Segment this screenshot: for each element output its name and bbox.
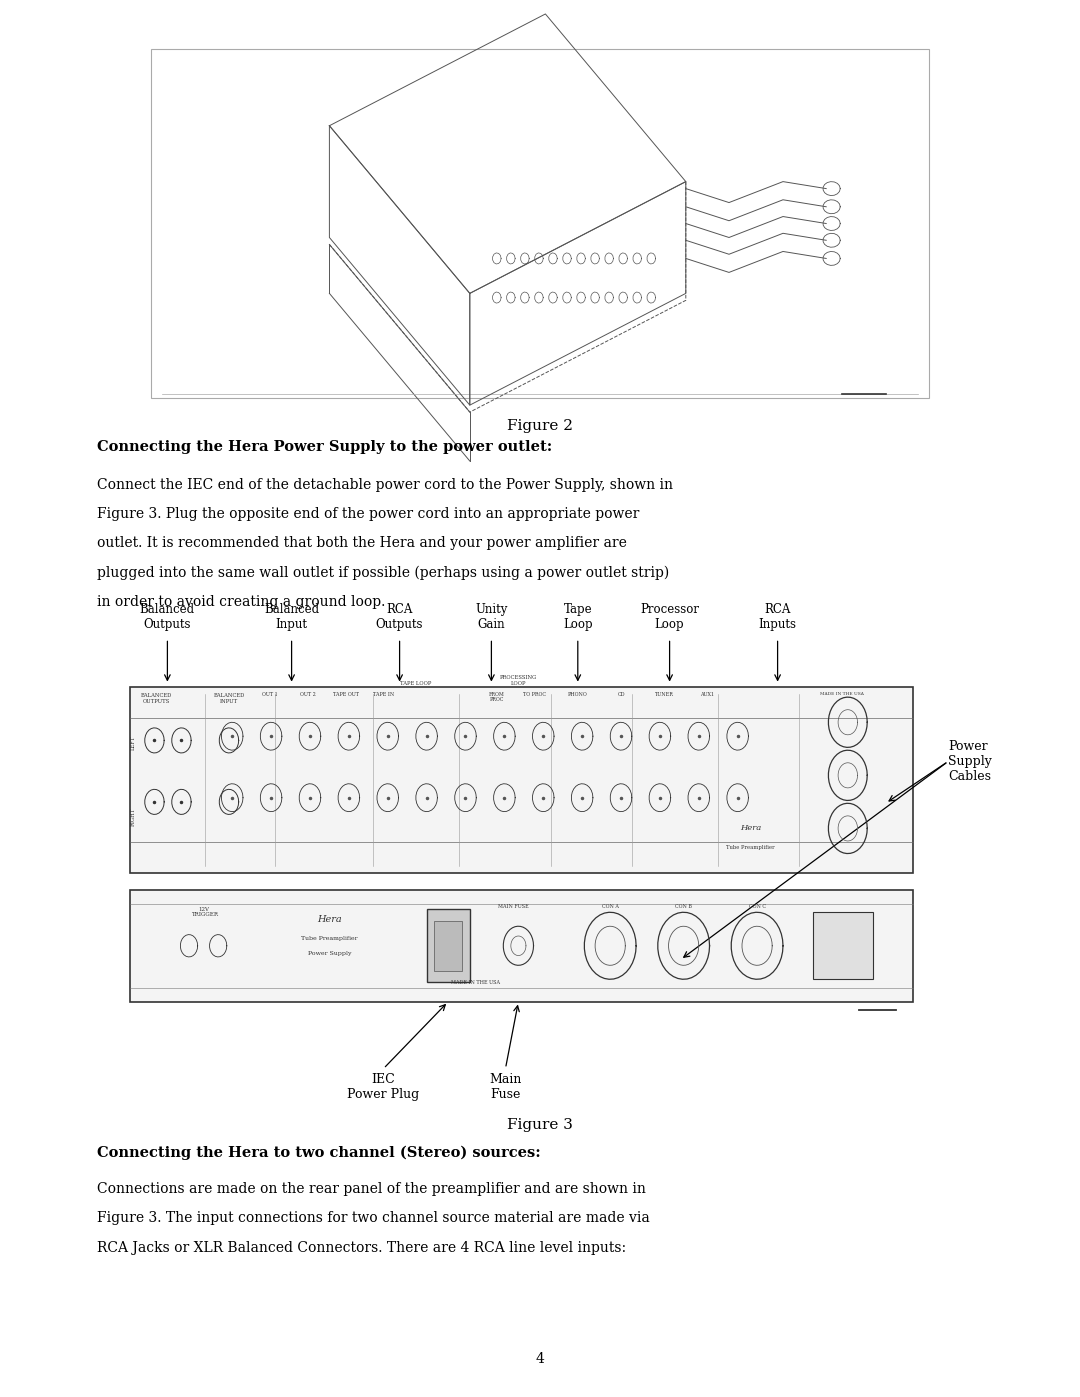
- Text: CD: CD: [618, 692, 624, 697]
- Text: LEFT: LEFT: [131, 736, 135, 750]
- Text: Processor
Loop: Processor Loop: [640, 604, 699, 631]
- Text: MADE IN THE USA: MADE IN THE USA: [821, 692, 864, 696]
- Text: Figure 3: Figure 3: [508, 1118, 572, 1132]
- Text: CON C: CON C: [748, 904, 766, 909]
- Text: Tube Preamplifier: Tube Preamplifier: [726, 845, 775, 851]
- Text: OUT 2: OUT 2: [300, 692, 315, 697]
- Text: Hera: Hera: [318, 915, 341, 923]
- Text: Connect the IEC end of the detachable power cord to the Power Supply, shown in: Connect the IEC end of the detachable po…: [97, 478, 673, 492]
- Text: CON A: CON A: [602, 904, 619, 909]
- Text: Figure 3. Plug the opposite end of the power cord into an appropriate power: Figure 3. Plug the opposite end of the p…: [97, 507, 639, 521]
- Text: Figure 2: Figure 2: [507, 419, 573, 433]
- Bar: [427, 909, 470, 982]
- Text: Connecting the Hera to two channel (Stereo) sources:: Connecting the Hera to two channel (Ster…: [97, 1146, 541, 1160]
- Text: Power Supply: Power Supply: [308, 951, 351, 957]
- Text: IEC
Power Plug: IEC Power Plug: [348, 1073, 419, 1101]
- Text: BALANCED
OUTPUTS: BALANCED OUTPUTS: [141, 693, 172, 704]
- Text: BALANCED
INPUT: BALANCED INPUT: [214, 693, 244, 704]
- Text: MAIN FUSE: MAIN FUSE: [498, 904, 528, 909]
- Text: outlet. It is recommended that both the Hera and your power amplifier are: outlet. It is recommended that both the …: [97, 536, 627, 550]
- Text: Tube Preamplifier: Tube Preamplifier: [301, 936, 357, 942]
- Text: RCA Jacks or XLR Balanced Connectors. There are 4 RCA line level inputs:: RCA Jacks or XLR Balanced Connectors. Th…: [97, 1241, 626, 1255]
- Text: TUNER: TUNER: [654, 692, 674, 697]
- Text: TAPE LOOP: TAPE LOOP: [400, 680, 432, 686]
- Text: 4: 4: [536, 1352, 544, 1366]
- Text: TAPE IN: TAPE IN: [373, 692, 394, 697]
- Bar: [151, 49, 929, 398]
- Text: FROM
PROC: FROM PROC: [489, 692, 504, 703]
- Text: Balanced
Input: Balanced Input: [264, 604, 320, 631]
- Text: RCA
Outputs: RCA Outputs: [376, 604, 423, 631]
- Text: Balanced
Outputs: Balanced Outputs: [139, 604, 195, 631]
- Bar: [813, 912, 873, 979]
- Text: in order to avoid creating a ground loop.: in order to avoid creating a ground loop…: [97, 595, 386, 609]
- Bar: [130, 890, 913, 1002]
- Text: PROCESSING
LOOP: PROCESSING LOOP: [500, 675, 537, 686]
- Text: CON B: CON B: [675, 904, 692, 909]
- Text: TO PROC: TO PROC: [523, 692, 546, 697]
- Text: TAPE OUT: TAPE OUT: [333, 692, 359, 697]
- Text: Figure 3. The input connections for two channel source material are made via: Figure 3. The input connections for two …: [97, 1211, 650, 1225]
- Text: Tape
Loop: Tape Loop: [563, 604, 593, 631]
- Text: AUX1: AUX1: [700, 692, 715, 697]
- Text: Main
Fuse: Main Fuse: [489, 1073, 522, 1101]
- Text: Hera: Hera: [740, 824, 761, 833]
- Text: Power
Supply
Cables: Power Supply Cables: [948, 740, 993, 782]
- Text: RIGHT: RIGHT: [131, 807, 135, 827]
- Text: MADE IN THE USA: MADE IN THE USA: [450, 979, 500, 985]
- Text: RCA
Inputs: RCA Inputs: [758, 604, 797, 631]
- Text: Connecting the Hera Power Supply to the power outlet:: Connecting the Hera Power Supply to the …: [97, 440, 553, 454]
- Text: plugged into the same wall outlet if possible (perhaps using a power outlet stri: plugged into the same wall outlet if pos…: [97, 566, 670, 580]
- Text: OUT 1: OUT 1: [262, 692, 278, 697]
- Bar: [130, 687, 913, 873]
- Text: Connections are made on the rear panel of the preamplifier and are shown in: Connections are made on the rear panel o…: [97, 1182, 646, 1196]
- Bar: [434, 921, 462, 971]
- Text: Unity
Gain: Unity Gain: [475, 604, 508, 631]
- Text: 12V
TRIGGER: 12V TRIGGER: [191, 907, 218, 918]
- Text: PHONO: PHONO: [568, 692, 588, 697]
